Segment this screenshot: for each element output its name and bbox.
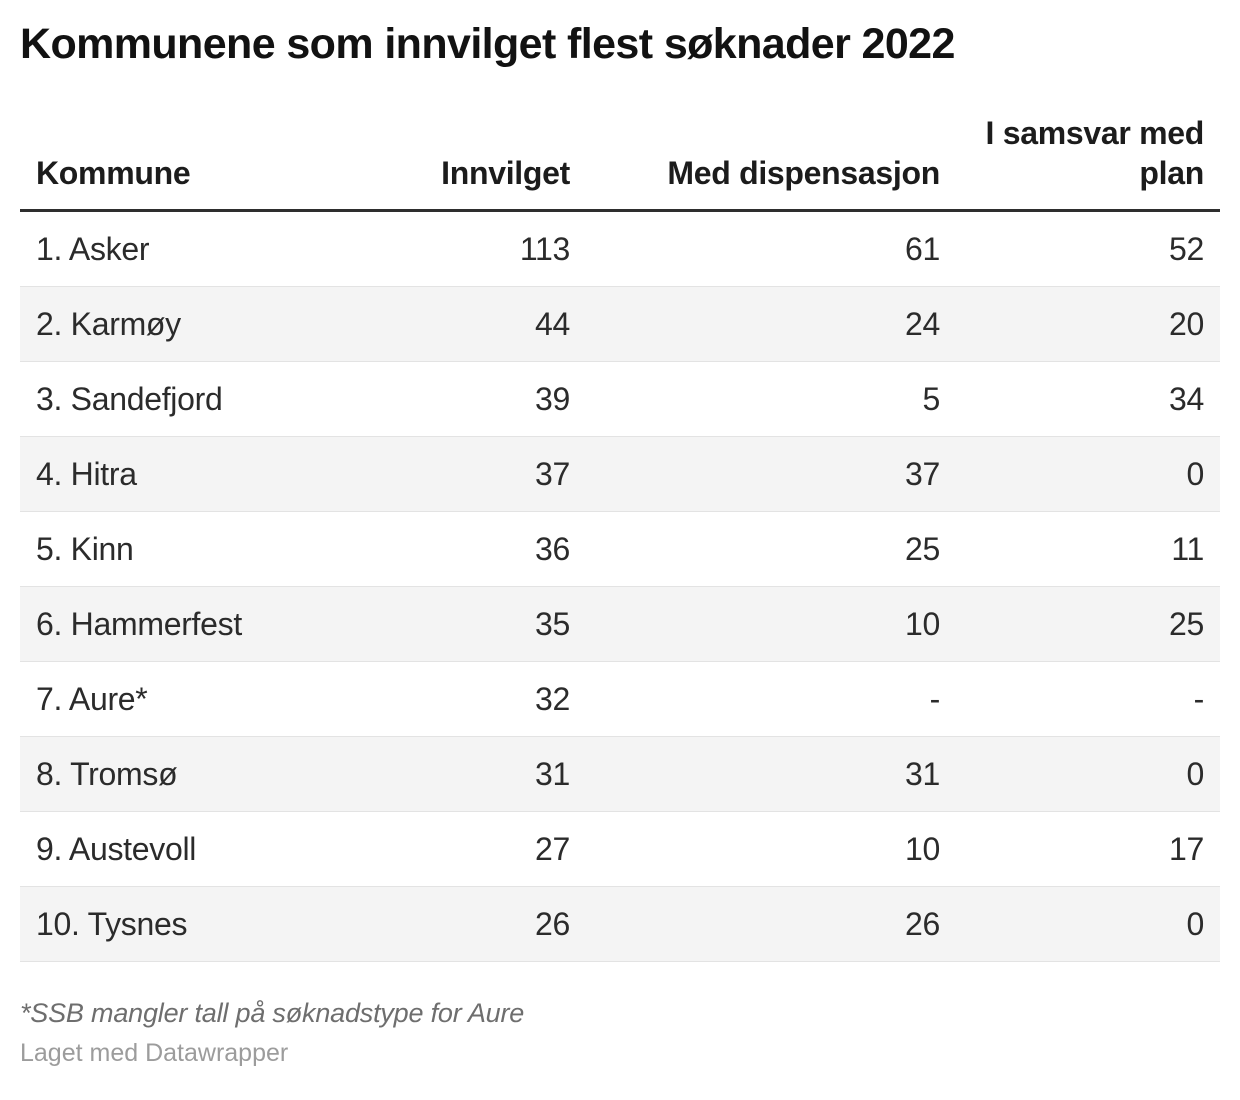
cell-i-samsvar-med-plan: 11 [956, 511, 1220, 588]
cell-i-samsvar-med-plan: 34 [956, 361, 1220, 438]
table-row: 6. Hammerfest 35 10 25 [20, 586, 1220, 663]
cell-innvilget: 31 [370, 736, 586, 813]
cell-med-dispensasjon: 10 [586, 586, 956, 663]
cell-kommune: 3. Sandefjord [20, 361, 370, 438]
cell-kommune: 9. Austevoll [20, 811, 370, 888]
cell-i-samsvar-med-plan: - [956, 661, 1220, 738]
cell-med-dispensasjon: 24 [586, 286, 956, 363]
cell-innvilget: 32 [370, 661, 586, 738]
cell-med-dispensasjon: 10 [586, 811, 956, 888]
cell-innvilget: 36 [370, 511, 586, 588]
cell-med-dispensasjon: 5 [586, 361, 956, 438]
cell-kommune: 6. Hammerfest [20, 586, 370, 663]
cell-kommune: 2. Karmøy [20, 286, 370, 363]
cell-innvilget: 113 [370, 210, 586, 288]
cell-i-samsvar-med-plan: 0 [956, 436, 1220, 513]
table-row: 5. Kinn 36 25 11 [20, 511, 1220, 588]
cell-innvilget: 35 [370, 586, 586, 663]
header-row: Kommune Innvilget Med dispensasjon I sam… [20, 69, 1220, 213]
cell-innvilget: 37 [370, 436, 586, 513]
cell-innvilget: 26 [370, 886, 586, 963]
column-header-i-samsvar-med-plan: I samsvar med plan [956, 69, 1220, 213]
cell-i-samsvar-med-plan: 17 [956, 811, 1220, 888]
table-row: 3. Sandefjord 39 5 34 [20, 361, 1220, 438]
cell-i-samsvar-med-plan: 0 [956, 886, 1220, 963]
cell-kommune: 4. Hitra [20, 436, 370, 513]
table-row: 7. Aure* 32 - - [20, 661, 1220, 738]
cell-med-dispensasjon: 26 [586, 886, 956, 963]
chart-title: Kommunene som innvilget flest søknader 2… [20, 20, 955, 68]
cell-innvilget: 27 [370, 811, 586, 888]
column-header-med-dispensasjon: Med dispensasjon [586, 69, 956, 213]
table-row: 8. Tromsø 31 31 0 [20, 736, 1220, 813]
table-row: 9. Austevoll 27 10 17 [20, 811, 1220, 888]
data-table: Kommune Innvilget Med dispensasjon I sam… [20, 69, 1220, 963]
cell-kommune: 5. Kinn [20, 511, 370, 588]
cell-i-samsvar-med-plan: 52 [956, 210, 1220, 288]
column-header-kommune: Kommune [20, 69, 370, 213]
column-header-innvilget: Innvilget [370, 69, 586, 213]
cell-med-dispensasjon: 61 [586, 210, 956, 288]
table-row: 2. Karmøy 44 24 20 [20, 286, 1220, 363]
cell-i-samsvar-med-plan: 20 [956, 286, 1220, 363]
attribution-text: Laget med Datawrapper [20, 1039, 289, 1068]
cell-med-dispensasjon: 25 [586, 511, 956, 588]
cell-innvilget: 39 [370, 361, 586, 438]
cell-kommune: 8. Tromsø [20, 736, 370, 813]
footnote: *SSB mangler tall på søknadstype for Aur… [20, 998, 525, 1029]
table-row: 1. Asker 113 61 52 [20, 210, 1220, 288]
cell-med-dispensasjon: 37 [586, 436, 956, 513]
cell-i-samsvar-med-plan: 0 [956, 736, 1220, 813]
cell-med-dispensasjon: 31 [586, 736, 956, 813]
cell-innvilget: 44 [370, 286, 586, 363]
cell-kommune: 10. Tysnes [20, 886, 370, 963]
table-row: 10. Tysnes 26 26 0 [20, 886, 1220, 963]
cell-kommune: 1. Asker [20, 210, 370, 288]
table-row: 4. Hitra 37 37 0 [20, 436, 1220, 513]
cell-med-dispensasjon: - [586, 661, 956, 738]
cell-kommune: 7. Aure* [20, 661, 370, 738]
cell-i-samsvar-med-plan: 25 [956, 586, 1220, 663]
datawrapper-table-page: Kommunene som innvilget flest søknader 2… [0, 20, 1240, 1068]
